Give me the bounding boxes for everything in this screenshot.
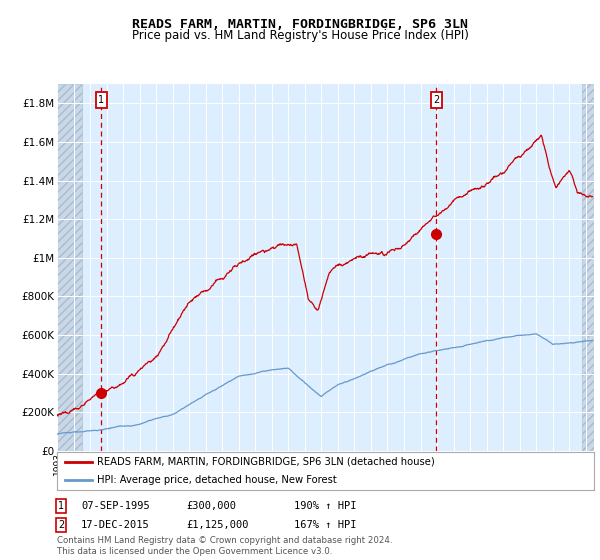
Text: 2: 2 (58, 520, 64, 530)
Text: READS FARM, MARTIN, FORDINGBRIDGE, SP6 3LN (detached house): READS FARM, MARTIN, FORDINGBRIDGE, SP6 3… (97, 457, 435, 467)
Text: HPI: Average price, detached house, New Forest: HPI: Average price, detached house, New … (97, 475, 337, 485)
Text: READS FARM, MARTIN, FORDINGBRIDGE, SP6 3LN: READS FARM, MARTIN, FORDINGBRIDGE, SP6 3… (132, 18, 468, 31)
Bar (581, 84, 594, 451)
Text: 2: 2 (433, 95, 439, 105)
Text: £300,000: £300,000 (186, 501, 236, 511)
Text: 1: 1 (58, 501, 64, 511)
Text: 167% ↑ HPI: 167% ↑ HPI (294, 520, 356, 530)
Text: 07-SEP-1995: 07-SEP-1995 (81, 501, 150, 511)
Text: 17-DEC-2015: 17-DEC-2015 (81, 520, 150, 530)
Text: Price paid vs. HM Land Registry's House Price Index (HPI): Price paid vs. HM Land Registry's House … (131, 29, 469, 42)
Text: £1,125,000: £1,125,000 (186, 520, 248, 530)
Text: 1: 1 (98, 95, 104, 105)
Text: Contains HM Land Registry data © Crown copyright and database right 2024.
This d: Contains HM Land Registry data © Crown c… (57, 536, 392, 556)
Bar (57, 84, 82, 451)
Text: 190% ↑ HPI: 190% ↑ HPI (294, 501, 356, 511)
